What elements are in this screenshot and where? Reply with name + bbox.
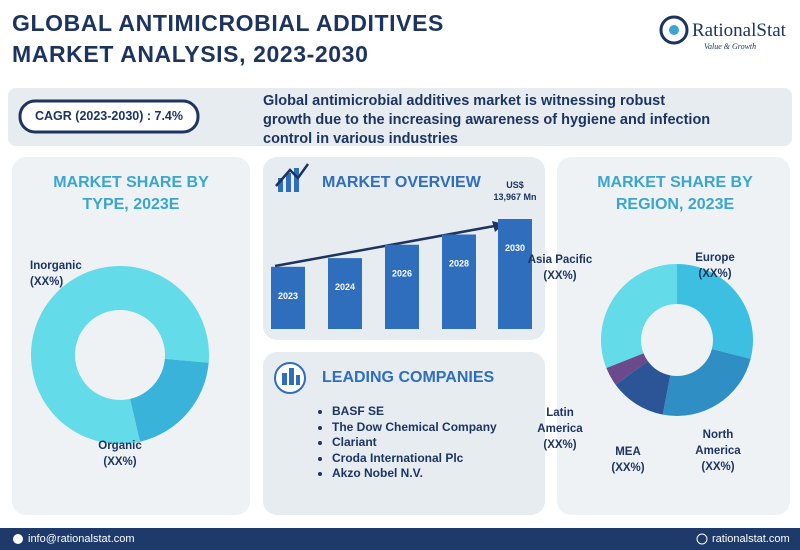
donut-slice — [677, 264, 753, 359]
mail-icon — [13, 534, 23, 544]
bar — [498, 219, 532, 329]
logo-icon — [669, 25, 679, 35]
bar-category: 2030 — [505, 243, 525, 253]
slice-label: Asia Pacific (XX%) — [525, 252, 595, 284]
slice-label: Inorganic (XX%) — [30, 258, 120, 290]
bar-category: 2026 — [392, 269, 412, 279]
donut-slice — [662, 348, 751, 417]
donut-slice — [601, 264, 677, 368]
bar — [385, 244, 419, 329]
panel-title: MARKET SHARE BY TYPE, 2023E — [53, 174, 209, 213]
cagr: CAGR (2023-2030) : 7.4% — [35, 109, 183, 123]
slice-value-label: (XX%) — [698, 268, 732, 280]
slice-label: Europe (XX%) — [680, 250, 750, 282]
summary: Global antimicrobial additives market is… — [263, 93, 711, 147]
company: The Dow Chemical Company — [332, 420, 497, 436]
slice-label: North America (XX%) — [683, 427, 753, 475]
slice-name: MEA — [615, 446, 641, 458]
panel — [263, 352, 545, 515]
slice-name: Asia Pacific — [527, 254, 593, 266]
logo-tagline: Value & Growth — [704, 42, 757, 51]
title-line: GLOBAL ANTIMICROBIAL ADDITIVES — [12, 10, 444, 36]
bar — [271, 266, 305, 329]
bar — [328, 258, 362, 329]
footer-bar — [0, 528, 800, 550]
footer-email: info@rationalstat.com — [28, 533, 135, 545]
logo-name: RationalStat — [692, 20, 786, 41]
bar — [442, 234, 476, 329]
slice-value-label: (XX%) — [543, 270, 577, 282]
slice-value-label: (XX%) — [611, 462, 645, 474]
company: Clariant — [332, 435, 497, 451]
footer-website: rationalstat.com — [712, 533, 790, 545]
company: Akzo Nobel N.V. — [332, 466, 497, 482]
slice-value-label: (XX%) — [103, 456, 137, 468]
company-list: BASF SEThe Dow Chemical CompanyClariantC… — [318, 404, 497, 482]
donut-slice — [615, 361, 671, 415]
title: GLOBAL ANTIMICROBIAL ADDITIVES MARKET ANA… — [12, 8, 444, 70]
overview-icon — [275, 163, 310, 192]
donut-slice — [606, 353, 648, 385]
cagr-pill — [18, 99, 200, 134]
bar-category: 2024 — [335, 282, 355, 292]
donut-slice — [130, 358, 209, 442]
slice-value-label: (XX%) — [543, 439, 577, 451]
panel — [557, 157, 790, 515]
slice-name: North America — [695, 429, 741, 457]
slice-value-label: (XX%) — [30, 276, 64, 288]
slice-label: MEA (XX%) — [593, 444, 663, 476]
summary-band — [8, 88, 792, 146]
title-line: MARKET ANALYSIS, 2023-2030 — [12, 41, 369, 67]
panel-title: LEADING COMPANIES — [322, 369, 495, 386]
bar-category: 2028 — [449, 258, 469, 268]
logo-icon — [659, 15, 689, 45]
slice-name: Europe — [695, 252, 735, 264]
web-icon — [696, 533, 708, 545]
panel-title: MARKET SHARE BY REGION, 2023E — [597, 174, 753, 213]
company: Croda International Plc — [332, 451, 497, 467]
slice-name: Organic — [98, 440, 142, 452]
companies-icon — [274, 362, 306, 394]
panel-title: MARKET OVERVIEW — [322, 174, 481, 191]
slice-label: Organic (XX%) — [85, 438, 155, 470]
donut-slice — [31, 266, 210, 444]
slice-value-label: (XX%) — [701, 461, 735, 473]
bar-category: 2023 — [278, 291, 298, 301]
company: BASF SE — [332, 404, 497, 420]
slice-name: Inorganic — [30, 260, 82, 272]
bar-value-label: US$ 13,967 Mn — [493, 180, 537, 202]
slice-label: Latin America (XX%) — [525, 405, 595, 453]
slice-name: Latin America — [537, 407, 583, 435]
